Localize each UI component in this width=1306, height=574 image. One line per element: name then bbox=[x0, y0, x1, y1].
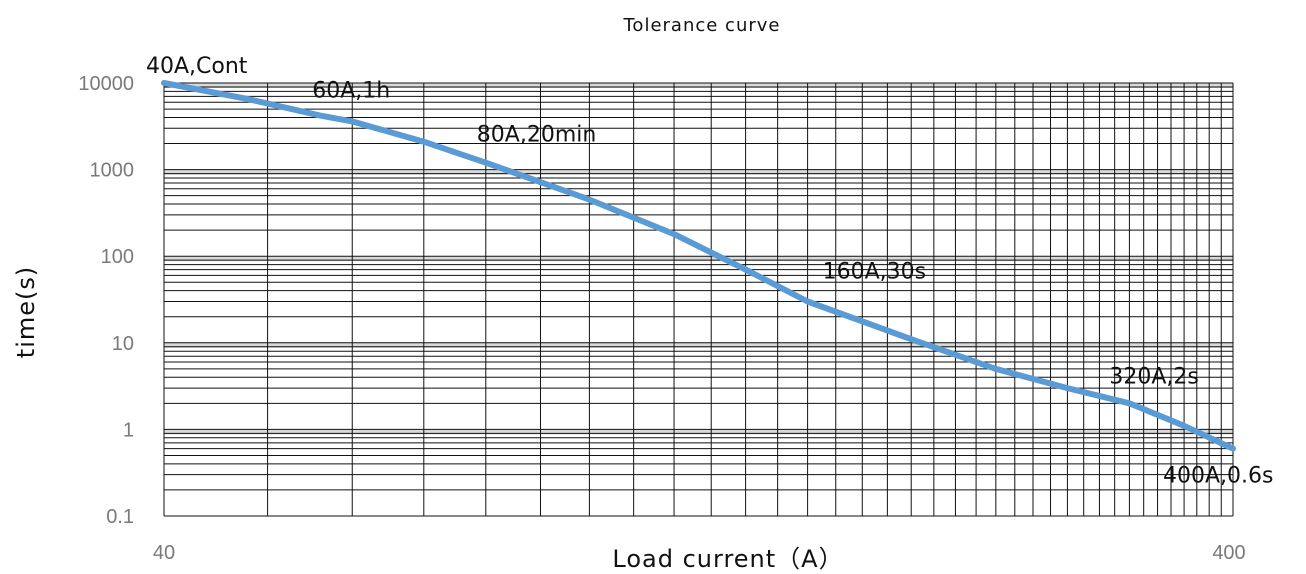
grid-band bbox=[164, 256, 1233, 262]
chart-title: Tolerance curve bbox=[623, 15, 781, 36]
data-label: 400A,0.6s bbox=[1163, 464, 1273, 489]
grid-band bbox=[164, 342, 1233, 348]
plot-grid bbox=[163, 82, 1234, 517]
data-label: 80A,20min bbox=[477, 123, 597, 148]
grid-band bbox=[164, 429, 1233, 435]
tolerance-curve-line bbox=[161, 80, 1236, 452]
y-tick-label: 100 bbox=[101, 246, 134, 268]
y-tick-labels: 10000 1000 100 10 1 0.1 bbox=[78, 73, 134, 528]
x-tick-labels: 40 400 bbox=[153, 542, 1246, 564]
y-axis-label: time(s) bbox=[12, 266, 40, 358]
curve-annotations: 40A,Cont 60A,1h 80A,20min 160A,30s 320A,2s 40… bbox=[146, 54, 1273, 489]
x-axis-label: Load current（A） bbox=[612, 545, 843, 573]
data-label: 160A,30s bbox=[823, 259, 927, 284]
data-label: 40A,Cont bbox=[146, 54, 248, 79]
y-tick-label: 10000 bbox=[78, 73, 134, 95]
y-tick-label: 10 bbox=[112, 333, 134, 355]
x-tick-label: 400 bbox=[1212, 542, 1245, 564]
y-tick-label: 1 bbox=[123, 419, 134, 441]
x-tick-label: 40 bbox=[153, 542, 175, 564]
y-tick-label: 1000 bbox=[90, 160, 135, 182]
y-tick-label: 0.1 bbox=[106, 506, 134, 528]
data-label: 60A,1h bbox=[312, 78, 390, 103]
data-label: 320A,2s bbox=[1109, 364, 1199, 389]
grid-band bbox=[164, 83, 1233, 88]
grid-band bbox=[164, 169, 1233, 175]
